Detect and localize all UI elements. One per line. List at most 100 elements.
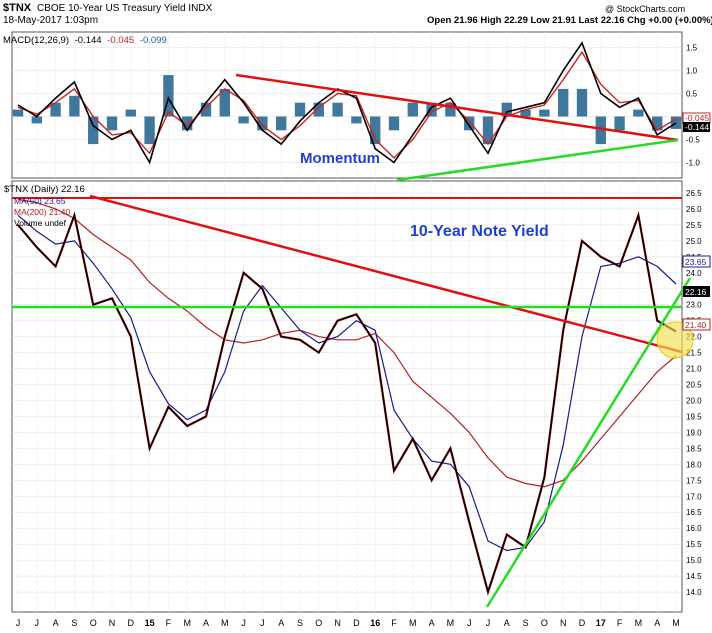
price-y-tick-label: 25.0 — [686, 237, 702, 246]
quote-line: Open 21.96 High 22.29 Low 21.91 Last 22.… — [427, 15, 712, 26]
ma50-value-box — [682, 255, 711, 268]
price-y-tick-label: 15.0 — [686, 556, 702, 565]
x-tick-label: M — [221, 618, 229, 628]
price-y-tick-label: 19.5 — [686, 412, 702, 421]
macd-histogram-bar — [652, 116, 663, 131]
x-tick-label: N — [560, 618, 567, 628]
x-tick-label: F — [391, 618, 397, 628]
price-y-tick-label: 19.0 — [686, 428, 702, 437]
chart-name: CBOE 10-Year US Treasury Yield INDX — [37, 3, 213, 14]
price-y-tick-label: 14.0 — [686, 588, 702, 597]
price-y-tick-label: 16.5 — [686, 508, 702, 517]
chart-date: 18-May-2017 1:03pm — [3, 15, 99, 26]
price-y-tick-label: 22.0 — [686, 333, 702, 342]
macd-legend-label: MACD(12,26,9) -0.144 -0.045 -0.099 — [3, 35, 167, 46]
macd-histogram-bar — [558, 88, 569, 117]
last-value-box — [683, 286, 710, 297]
macd-histogram-bar — [426, 102, 437, 117]
macd-legend-signal: -0.045 — [107, 35, 134, 46]
price-y-tick-label: 18.0 — [686, 460, 702, 469]
intersection-highlight — [656, 321, 694, 359]
price-y-tick-label: 18.5 — [686, 444, 702, 453]
macd-y-tick-label: 0.5 — [686, 90, 698, 99]
macd-histogram-bar — [595, 116, 606, 145]
x-tick-label: M — [183, 618, 191, 628]
brand-label: @ StockCharts.com — [605, 4, 686, 14]
price-y-tick-label: 15.5 — [686, 540, 702, 549]
x-tick-label: 16 — [370, 618, 380, 628]
x-tick-label: A — [53, 618, 59, 628]
macd-value-box — [683, 122, 710, 132]
x-tick-label: D — [579, 618, 586, 628]
x-tick-label: F — [166, 618, 172, 628]
macd-panel-frame — [11, 31, 683, 179]
macd-histogram-bar — [163, 75, 174, 117]
macd-histogram-bar — [670, 116, 682, 129]
macd-legend-title: MACD(12,26,9) — [3, 35, 69, 46]
price-y-tick-label: 20.0 — [686, 396, 702, 405]
price-y-tick-label: 21.5 — [686, 349, 702, 358]
macd-trendline-red — [235, 73, 679, 142]
momentum-annotation: Momentum — [300, 150, 380, 167]
macd-histogram-bar — [69, 95, 80, 117]
macd-histogram-bar — [576, 88, 588, 117]
x-tick-label: A — [654, 618, 660, 628]
price-gridlines — [12, 181, 682, 612]
price-legend-volume: Volume undef — [14, 218, 67, 228]
macd-histogram-bar — [144, 116, 155, 145]
price-y-tick-label: 26.5 — [686, 189, 702, 198]
x-tick-label: F — [617, 618, 623, 628]
x-tick-label: M — [447, 618, 455, 628]
ma200-value-box — [682, 318, 711, 331]
price-y-tick-label: 16.0 — [686, 524, 702, 533]
macd-histogram-bar — [12, 109, 24, 117]
x-tick-label: S — [297, 618, 303, 628]
x-tick-label: 17 — [596, 618, 606, 628]
x-tick-label: M — [672, 618, 680, 628]
x-tick-label: O — [90, 618, 97, 628]
price-line — [17, 212, 677, 595]
macd-histogram-bar — [125, 109, 136, 117]
price-uptrend-line — [485, 277, 692, 608]
macd-histogram-bar — [182, 116, 193, 131]
macd-histogram-bar — [539, 109, 550, 117]
macd-histogram-bar — [200, 102, 212, 117]
macd-histogram-bar — [313, 102, 324, 117]
macd-histogram-bar — [50, 102, 61, 117]
price-y-tick-label: 25.5 — [686, 221, 702, 230]
x-tick-label: A — [203, 618, 209, 628]
price-downtrend-line — [89, 194, 683, 354]
macd-y-tick-label: -0.5 — [686, 136, 700, 145]
x-tick-label: 15 — [145, 618, 155, 628]
x-tick-label: M — [635, 618, 643, 628]
ma50-value-box-label: 23.65 — [685, 257, 707, 267]
x-tick-label: J — [35, 618, 40, 628]
macd-histogram — [12, 75, 682, 145]
macd-histogram-bar — [370, 116, 381, 145]
macd-signal-box-label: -0.045 — [685, 113, 709, 123]
price-legend-symbol: $TNX (Daily) 22.16 — [4, 184, 85, 195]
macd-signal-line — [17, 50, 677, 159]
x-tick-label: A — [429, 618, 435, 628]
macd-line — [17, 41, 677, 165]
macd-histogram-bar — [388, 116, 400, 131]
price-y-tick-label: 17.0 — [686, 492, 702, 501]
price-y-tick-label: 21.0 — [686, 365, 702, 374]
macd-histogram-bar — [445, 102, 456, 117]
macd-gridlines — [12, 32, 682, 178]
macd-y-tick-label: -1.0 — [686, 159, 700, 168]
macd-histogram-bar — [407, 102, 418, 117]
price-lines — [17, 198, 677, 596]
macd-histogram-bar — [257, 116, 268, 131]
x-tick-label: M — [409, 618, 417, 628]
x-tick-label: J — [16, 618, 21, 628]
macd-histogram-bar — [276, 116, 287, 131]
macd-histogram-bar — [482, 116, 494, 145]
macd-legend-hist: -0.099 — [140, 35, 167, 46]
macd-trendline-green — [396, 138, 679, 182]
macd-histogram-bar — [633, 109, 644, 117]
price-y-tick-label: 14.5 — [686, 572, 702, 581]
x-tick-label: N — [109, 618, 116, 628]
macd-histogram-bar — [614, 116, 625, 131]
